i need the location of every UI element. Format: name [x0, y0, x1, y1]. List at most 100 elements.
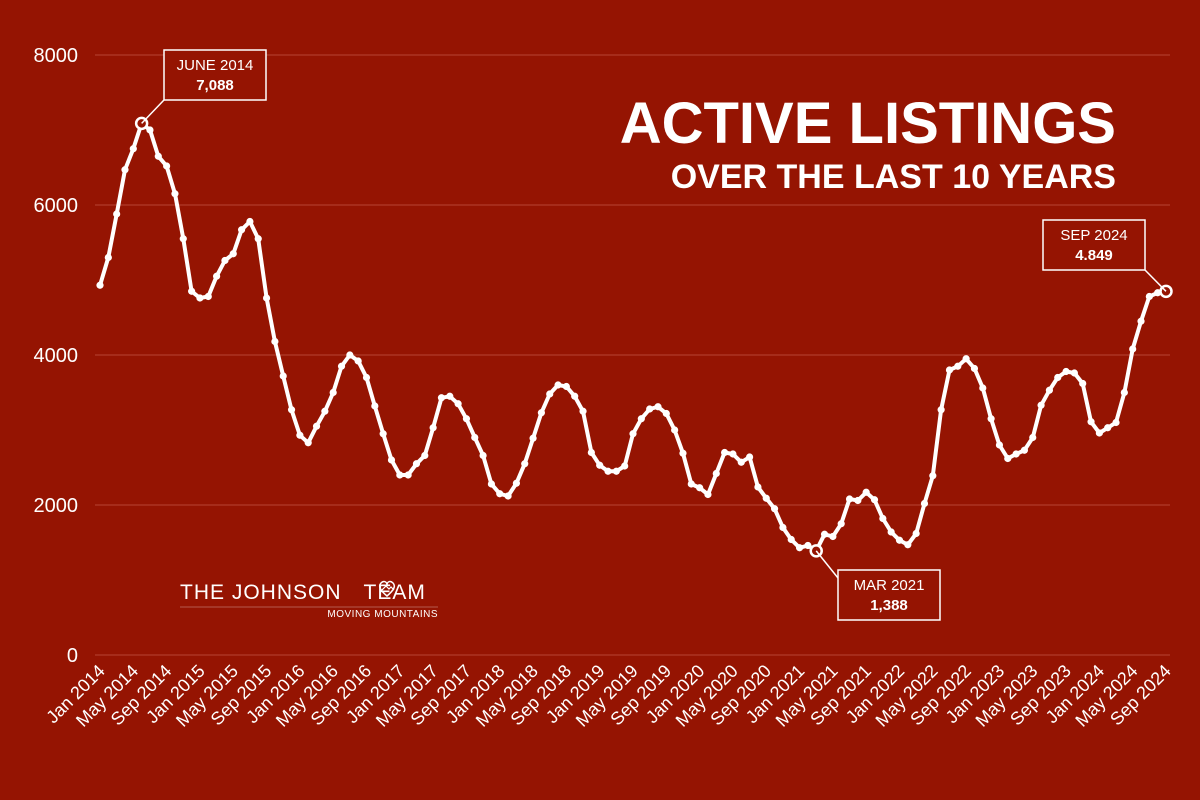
data-point [1070, 369, 1078, 377]
data-point [271, 337, 279, 346]
data-point [204, 292, 212, 301]
data-point [188, 287, 196, 295]
data-point [387, 456, 396, 464]
data-point [804, 541, 812, 550]
data-point [487, 480, 496, 488]
data-point [820, 530, 829, 538]
callout-box [837, 569, 941, 621]
data-point [229, 250, 237, 258]
data-point [779, 523, 787, 532]
logo-tagline: MOVING MOUNTAINS [327, 609, 438, 620]
data-point [362, 373, 371, 382]
data-point [912, 529, 920, 538]
data-point [920, 499, 929, 508]
data-point [121, 166, 129, 174]
data-point [562, 382, 570, 391]
callout-value: 7,088 [196, 77, 234, 94]
data-point [687, 480, 695, 488]
data-point [1129, 345, 1137, 353]
data-point [104, 253, 112, 262]
data-point [212, 272, 221, 280]
data-point [737, 458, 745, 466]
data-point [795, 544, 804, 552]
callout-leader [1144, 269, 1167, 292]
data-point [904, 541, 912, 549]
data-point [729, 450, 737, 458]
data-point [604, 467, 612, 475]
data-point [496, 490, 504, 498]
data-point [454, 400, 462, 408]
data-point [521, 460, 529, 468]
data-point [895, 536, 904, 544]
data-point [1104, 424, 1112, 432]
data-point [987, 415, 995, 423]
data-point [887, 528, 895, 536]
data-point [171, 190, 179, 198]
callout-box [1042, 219, 1146, 271]
callout-label: MAR 2021 [854, 577, 925, 594]
data-point [671, 426, 679, 434]
y-tick-label: 2000 [34, 495, 79, 517]
data-point [1029, 433, 1037, 442]
data-point [879, 514, 887, 523]
data-point [404, 471, 412, 479]
data-point [754, 483, 762, 491]
data-point [437, 394, 446, 402]
callout-box [163, 49, 267, 101]
data-point [546, 390, 554, 398]
data-point [629, 430, 637, 438]
data-point [962, 355, 970, 363]
data-point [1004, 454, 1012, 463]
data-point [787, 535, 795, 544]
data-point [654, 403, 662, 411]
data-point [587, 448, 595, 457]
data-point [421, 451, 429, 460]
data-point [979, 384, 987, 392]
data-point [1012, 450, 1020, 458]
data-point [954, 362, 962, 370]
data-point [621, 462, 629, 470]
callout-value: 1,388 [870, 597, 908, 614]
data-point [337, 362, 346, 370]
data-point [254, 235, 262, 243]
data-point [287, 406, 296, 414]
data-point [929, 472, 937, 480]
data-point [179, 235, 187, 243]
data-point [113, 210, 121, 218]
data-point [446, 392, 454, 400]
data-point [246, 217, 254, 226]
data-point [937, 406, 945, 414]
data-point [845, 495, 854, 503]
data-point [512, 479, 521, 487]
data-point [554, 381, 562, 389]
data-point [196, 294, 204, 302]
callout-leader [141, 99, 165, 124]
data-point [396, 471, 404, 479]
callout-value: 4.849 [1075, 247, 1113, 264]
logo-name: THE JOHNSON TEAM [180, 581, 426, 604]
data-point [995, 441, 1004, 449]
chart-title: ACTIVE LISTINGS [620, 91, 1116, 156]
data-point [379, 430, 387, 438]
data-point [296, 431, 304, 439]
y-axis-ticks: 0 2000 4000 6000 8000 [34, 45, 79, 667]
data-point [221, 256, 229, 265]
data-point [571, 392, 579, 400]
data-point [770, 505, 779, 513]
data-point [279, 372, 287, 380]
data-point [679, 449, 687, 457]
data-point [745, 453, 754, 461]
data-point [529, 434, 537, 442]
data-point [829, 532, 837, 541]
data-point [1045, 386, 1054, 394]
data-point [579, 407, 587, 415]
brand-logo: THE JOHNSON TEAM MOVING MOUNTAINS [180, 580, 438, 620]
data-point [721, 448, 729, 457]
data-point [945, 366, 954, 374]
data-point [1079, 379, 1087, 388]
data-point [329, 388, 337, 397]
data-point [704, 490, 712, 499]
data-point [412, 460, 421, 468]
